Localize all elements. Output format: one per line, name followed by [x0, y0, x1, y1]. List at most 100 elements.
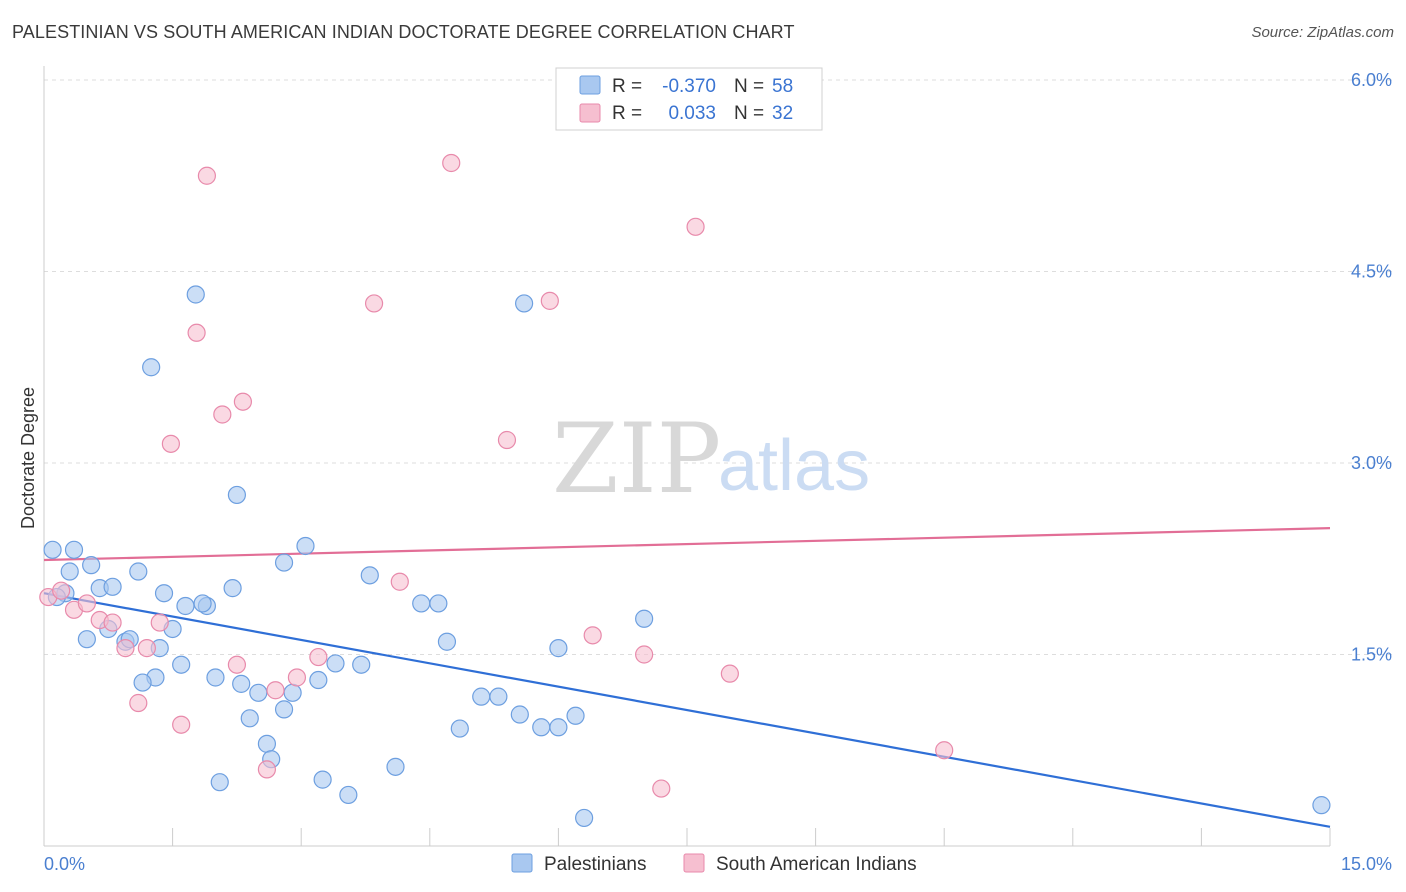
- x-tick-label-min: 0.0%: [44, 854, 85, 874]
- data-point-south-american-indians: [287, 668, 307, 687]
- legend-r-value-south-american-indians: 0.033: [668, 103, 716, 124]
- data-point-south-american-indians: [497, 430, 517, 450]
- bottom-legend-swatch-palestinians: [511, 853, 533, 873]
- data-point-palestinians: [232, 674, 251, 693]
- data-point-palestinians: [227, 485, 246, 505]
- data-point-palestinians: [326, 654, 345, 673]
- data-point-palestinians: [283, 683, 302, 702]
- data-point-south-american-indians: [187, 323, 206, 342]
- data-point-palestinians: [154, 584, 174, 603]
- gridlines: [44, 79, 1392, 655]
- data-point-palestinians: [309, 670, 328, 690]
- legend-n-label: N =: [734, 103, 764, 124]
- legend-r-label: R =: [612, 76, 642, 97]
- data-point-south-american-indians: [103, 613, 122, 632]
- legend-box: R = -0.370 N = 58 R = 0.033 N = 32: [555, 67, 823, 131]
- data-point-south-american-indians: [197, 166, 216, 185]
- data-point-palestinians: [186, 285, 205, 304]
- data-point-south-american-indians: [540, 291, 559, 310]
- legend-swatch-palestinians: [579, 75, 601, 95]
- data-point-palestinians: [82, 556, 101, 575]
- data-point-south-american-indians: [652, 779, 671, 798]
- data-point-south-american-indians: [720, 664, 739, 683]
- data-point-palestinians: [274, 700, 294, 719]
- data-point-palestinians: [133, 673, 152, 692]
- data-point-palestinians: [43, 540, 62, 559]
- axes: [43, 66, 1331, 847]
- data-point-palestinians: [223, 579, 242, 598]
- y-tick-labels: 1.5% 3.0% 4.5% 6.0%: [1351, 70, 1392, 665]
- data-point-palestinians: [412, 594, 431, 613]
- data-point-palestinians: [257, 734, 277, 753]
- y-tick-label: 1.5%: [1351, 645, 1392, 665]
- data-point-south-american-indians: [161, 434, 180, 453]
- y-tick-label: 6.0%: [1351, 70, 1392, 90]
- data-point-palestinians: [566, 706, 585, 725]
- data-point-south-american-indians: [442, 153, 461, 173]
- bottom-legend: Palestinians South American Indians: [511, 853, 917, 875]
- data-point-south-american-indians: [309, 647, 328, 667]
- data-point-palestinians: [429, 594, 448, 613]
- data-point-south-american-indians: [150, 613, 169, 632]
- data-point-palestinians: [575, 808, 594, 828]
- data-point-palestinians: [64, 540, 84, 559]
- data-point-south-american-indians: [116, 639, 135, 658]
- data-point-palestinians: [274, 553, 294, 572]
- data-point-palestinians: [515, 294, 534, 313]
- data-point-palestinians: [489, 687, 508, 706]
- data-point-palestinians: [549, 718, 568, 737]
- legend-r-value-palestinians: -0.370: [662, 76, 716, 97]
- legend-r-label: R =: [612, 103, 642, 124]
- data-point-south-american-indians: [635, 645, 654, 664]
- data-point-palestinians: [193, 594, 212, 613]
- data-point-palestinians: [240, 709, 259, 728]
- data-point-palestinians: [172, 655, 191, 674]
- data-point-south-american-indians: [686, 217, 705, 236]
- data-point-palestinians: [129, 562, 148, 581]
- data-point-south-american-indians: [227, 655, 246, 674]
- data-point-palestinians: [210, 773, 229, 792]
- watermark-atlas: atlas: [718, 426, 870, 506]
- bottom-legend-palestinians: Palestinians: [544, 854, 646, 875]
- data-point-palestinians: [360, 566, 379, 585]
- data-point-palestinians: [339, 785, 358, 805]
- data-point-palestinians: [549, 639, 568, 658]
- data-point-palestinians: [635, 609, 654, 628]
- legend-swatch-south-american-indians: [579, 103, 601, 123]
- data-point-south-american-indians: [137, 639, 156, 658]
- data-point-palestinians: [206, 668, 225, 687]
- bottom-legend-swatch-south-american-indians: [683, 853, 705, 873]
- x-tick-label-max: 15.0%: [1341, 854, 1392, 874]
- trendlines: [43, 527, 1331, 828]
- legend-n-label: N =: [734, 76, 764, 97]
- chart-title: PALESTINIAN VS SOUTH AMERICAN INDIAN DOC…: [12, 22, 795, 42]
- data-point-palestinians: [437, 632, 457, 651]
- data-point-palestinians: [510, 705, 529, 724]
- data-point-palestinians: [472, 687, 491, 706]
- data-point-palestinians: [142, 358, 161, 377]
- data-point-palestinians: [532, 718, 551, 737]
- bottom-legend-south-american-indians: South American Indians: [716, 854, 917, 875]
- data-point-palestinians: [77, 630, 96, 649]
- data-points: [39, 153, 1331, 828]
- data-point-south-american-indians: [129, 693, 148, 713]
- trendline-south-american-indians: [43, 527, 1331, 562]
- data-point-south-american-indians: [77, 594, 96, 613]
- legend-n-value-south-american-indians: 32: [772, 103, 793, 124]
- data-point-palestinians: [103, 577, 122, 596]
- legend-n-value-palestinians: 58: [772, 76, 793, 97]
- y-axis-title: Doctorate Degree: [18, 387, 38, 529]
- data-point-south-american-indians: [935, 741, 954, 760]
- watermark-zip: ZIP: [552, 403, 721, 515]
- y-tick-label: 4.5%: [1351, 262, 1392, 282]
- data-point-palestinians: [176, 596, 195, 616]
- data-point-palestinians: [313, 770, 332, 789]
- data-point-south-american-indians: [390, 572, 409, 591]
- data-point-palestinians: [60, 562, 79, 581]
- trendline-palestinians: [43, 592, 1331, 828]
- data-point-palestinians: [1312, 796, 1331, 815]
- data-point-palestinians: [386, 757, 405, 776]
- data-point-south-american-indians: [172, 715, 191, 734]
- data-point-palestinians: [296, 536, 315, 556]
